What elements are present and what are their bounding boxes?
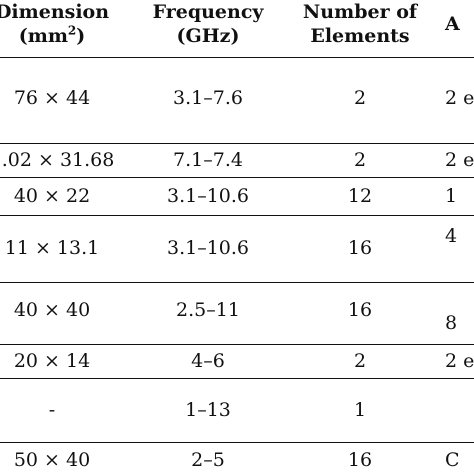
header-elements: Number of Elements xyxy=(280,0,440,48)
row-7-extra: C xyxy=(445,449,460,471)
row-1-elements: 2 xyxy=(353,149,367,171)
row-0-extra: 2 e xyxy=(445,87,474,109)
row-1-frequency: 7.1–7.4 xyxy=(173,149,243,171)
row-2-frequency: 3.1–10.6 xyxy=(166,185,250,207)
row-6-dimension: - xyxy=(48,399,56,421)
header-dimension: Dimension (mm2) xyxy=(0,0,164,48)
row-1-dimension: 1.02 × 31.68 xyxy=(0,149,115,171)
row-5-dimension: 20 × 14 xyxy=(13,350,91,372)
row-rule xyxy=(0,282,474,283)
row-6-elements: 1 xyxy=(353,399,367,421)
row-5-frequency: 4–6 xyxy=(191,350,225,372)
header-elements-line2: Elements xyxy=(310,25,410,47)
row-rule xyxy=(0,442,474,443)
header-frequency-line2: (GHz) xyxy=(176,25,240,47)
row-4-elements: 16 xyxy=(347,299,373,321)
row-4-dimension: 40 × 40 xyxy=(13,299,91,321)
row-2-elements: 12 xyxy=(347,185,373,207)
row-5-extra: 2 e xyxy=(445,350,474,372)
row-0-elements: 2 xyxy=(353,87,367,109)
row-4-frequency: 2.5–11 xyxy=(176,299,240,321)
row-7-elements: 16 xyxy=(347,449,373,471)
header-dimension-line1: Dimension xyxy=(0,1,110,23)
row-2-dimension: 40 × 22 xyxy=(13,185,91,207)
row-1-extra: 2 e xyxy=(445,149,474,171)
header-dimension-line2: (mm2) xyxy=(18,23,86,47)
row-rule xyxy=(0,143,474,144)
header-frequency-line1: Frequency xyxy=(152,1,264,23)
row-3-frequency: 3.1–10.6 xyxy=(166,237,250,259)
row-rule xyxy=(0,177,474,178)
row-3-dimension: 11 × 13.1 xyxy=(4,237,100,259)
row-3-extra: 4 xyxy=(445,225,458,247)
row-6-frequency: 1–13 xyxy=(185,399,231,421)
row-rule xyxy=(0,215,474,216)
row-5-elements: 2 xyxy=(353,350,367,372)
row-3-elements: 16 xyxy=(347,237,373,259)
row-rule xyxy=(0,344,474,345)
row-rule xyxy=(0,378,474,379)
row-7-frequency: 2–5 xyxy=(191,449,225,471)
header-elements-line1: Number of xyxy=(302,1,418,23)
row-2-extra: 1 xyxy=(445,185,458,207)
header-frequency: Frequency (GHz) xyxy=(108,0,308,48)
row-4-extra: 8 xyxy=(445,312,458,334)
header-rule xyxy=(0,57,474,58)
row-7-dimension: 50 × 40 xyxy=(13,449,91,471)
row-0-frequency: 3.1–7.6 xyxy=(173,87,243,109)
row-0-dimension: 76 × 44 xyxy=(13,87,91,109)
header-extra: A xyxy=(445,13,460,35)
